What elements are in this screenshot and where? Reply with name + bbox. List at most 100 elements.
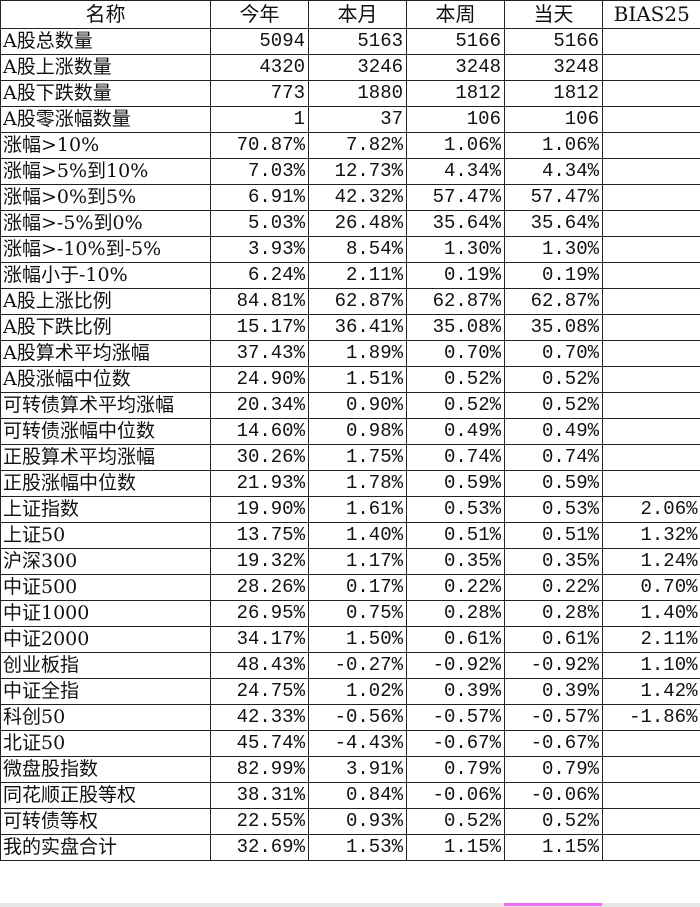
cell-this-year[interactable]: 19.32%: [210, 548, 309, 575]
cell-bias25[interactable]: [602, 236, 700, 263]
cell-name[interactable]: 上证50: [0, 522, 211, 549]
cell-this-month[interactable]: -0.56%: [308, 704, 407, 731]
cell-this-year[interactable]: 6.24%: [210, 262, 309, 289]
cell-this-year[interactable]: 6.91%: [210, 184, 309, 211]
cell-today[interactable]: 0.59%: [504, 470, 603, 497]
cell-name[interactable]: A股上涨数量: [0, 54, 211, 81]
cell-today[interactable]: 1.30%: [504, 236, 603, 263]
cell-today[interactable]: 62.87%: [504, 288, 603, 315]
cell-bias25[interactable]: [602, 366, 700, 393]
cell-this-year[interactable]: 34.17%: [210, 626, 309, 653]
cell-bias25[interactable]: [602, 756, 700, 783]
cell-bias25[interactable]: [602, 314, 700, 341]
cell-this-week[interactable]: 106: [406, 106, 505, 133]
cell-bias25[interactable]: [602, 782, 700, 809]
cell-name[interactable]: 沪深300: [0, 548, 211, 575]
cell-this-month[interactable]: 1.50%: [308, 626, 407, 653]
cell-today[interactable]: 0.52%: [504, 366, 603, 393]
cell-today[interactable]: 0.52%: [504, 392, 603, 419]
cell-bias25[interactable]: [602, 28, 700, 55]
cell-bias25[interactable]: 2.06%: [602, 496, 700, 523]
cell-name[interactable]: 微盘股指数: [0, 756, 211, 783]
cell-bias25[interactable]: [602, 132, 700, 159]
cell-this-year[interactable]: 14.60%: [210, 418, 309, 445]
header-today[interactable]: 当天: [504, 0, 603, 29]
cell-bias25[interactable]: [602, 834, 700, 861]
cell-name[interactable]: 涨幅>0%到5%: [0, 184, 211, 211]
cell-this-year[interactable]: 84.81%: [210, 288, 309, 315]
cell-name[interactable]: 正股涨幅中位数: [0, 470, 211, 497]
cell-this-week[interactable]: 3248: [406, 54, 505, 81]
cell-name[interactable]: 正股算术平均涨幅: [0, 444, 211, 471]
cell-this-month[interactable]: 8.54%: [308, 236, 407, 263]
cell-this-month[interactable]: 1.61%: [308, 496, 407, 523]
header-this-week[interactable]: 本周: [406, 0, 505, 29]
cell-today[interactable]: 1812: [504, 80, 603, 107]
cell-this-week[interactable]: 0.74%: [406, 444, 505, 471]
cell-bias25[interactable]: [602, 80, 700, 107]
cell-name[interactable]: 涨幅>5%到10%: [0, 158, 211, 185]
cell-name[interactable]: 可转债算术平均涨幅: [0, 392, 211, 419]
cell-this-week[interactable]: -0.06%: [406, 782, 505, 809]
cell-this-month[interactable]: 36.41%: [308, 314, 407, 341]
cell-this-week[interactable]: 5166: [406, 28, 505, 55]
cell-bias25[interactable]: [602, 418, 700, 445]
cell-this-week[interactable]: 0.53%: [406, 496, 505, 523]
cell-this-year[interactable]: 32.69%: [210, 834, 309, 861]
cell-today[interactable]: 0.53%: [504, 496, 603, 523]
cell-this-week[interactable]: 35.64%: [406, 210, 505, 237]
cell-bias25[interactable]: [602, 210, 700, 237]
cell-this-year[interactable]: 22.55%: [210, 808, 309, 835]
cell-this-week[interactable]: -0.92%: [406, 652, 505, 679]
cell-this-month[interactable]: 26.48%: [308, 210, 407, 237]
cell-this-year[interactable]: 70.87%: [210, 132, 309, 159]
cell-today[interactable]: 57.47%: [504, 184, 603, 211]
cell-bias25[interactable]: 1.40%: [602, 600, 700, 627]
cell-this-month[interactable]: 1.75%: [308, 444, 407, 471]
cell-this-year[interactable]: 773: [210, 80, 309, 107]
header-name[interactable]: 名称: [0, 0, 211, 29]
cell-this-year[interactable]: 13.75%: [210, 522, 309, 549]
cell-bias25[interactable]: 0.70%: [602, 574, 700, 601]
cell-this-week[interactable]: 0.22%: [406, 574, 505, 601]
cell-bias25[interactable]: 1.42%: [602, 678, 700, 705]
cell-this-week[interactable]: 0.19%: [406, 262, 505, 289]
cell-today[interactable]: 0.22%: [504, 574, 603, 601]
cell-this-year[interactable]: 42.33%: [210, 704, 309, 731]
cell-this-month[interactable]: 1.51%: [308, 366, 407, 393]
cell-today[interactable]: 0.28%: [504, 600, 603, 627]
cell-this-month[interactable]: 7.82%: [308, 132, 407, 159]
cell-name[interactable]: 创业板指: [0, 652, 211, 679]
cell-this-month[interactable]: 62.87%: [308, 288, 407, 315]
cell-bias25[interactable]: [602, 730, 700, 757]
cell-bias25[interactable]: 2.11%: [602, 626, 700, 653]
cell-this-month[interactable]: 1.89%: [308, 340, 407, 367]
cell-this-month[interactable]: 42.32%: [308, 184, 407, 211]
cell-this-year[interactable]: 45.74%: [210, 730, 309, 757]
cell-today[interactable]: 0.19%: [504, 262, 603, 289]
cell-today[interactable]: 106: [504, 106, 603, 133]
cell-today[interactable]: 0.39%: [504, 678, 603, 705]
cell-this-month[interactable]: 12.73%: [308, 158, 407, 185]
cell-this-year[interactable]: 20.34%: [210, 392, 309, 419]
cell-name[interactable]: A股涨幅中位数: [0, 366, 211, 393]
cell-today[interactable]: 3248: [504, 54, 603, 81]
cell-this-month[interactable]: 2.11%: [308, 262, 407, 289]
cell-this-month[interactable]: 3.91%: [308, 756, 407, 783]
cell-this-week[interactable]: 0.28%: [406, 600, 505, 627]
cell-name[interactable]: A股总数量: [0, 28, 211, 55]
cell-this-year[interactable]: 37.43%: [210, 340, 309, 367]
cell-this-week[interactable]: 0.49%: [406, 418, 505, 445]
cell-today[interactable]: 0.61%: [504, 626, 603, 653]
cell-this-year[interactable]: 15.17%: [210, 314, 309, 341]
cell-this-week[interactable]: 1.15%: [406, 834, 505, 861]
cell-this-week[interactable]: 0.70%: [406, 340, 505, 367]
cell-bias25[interactable]: [602, 288, 700, 315]
cell-this-month[interactable]: 37: [308, 106, 407, 133]
cell-today[interactable]: -0.67%: [504, 730, 603, 757]
cell-today[interactable]: 1.15%: [504, 834, 603, 861]
cell-this-week[interactable]: 0.79%: [406, 756, 505, 783]
cell-today[interactable]: 0.49%: [504, 418, 603, 445]
cell-this-week[interactable]: 4.34%: [406, 158, 505, 185]
cell-this-year[interactable]: 24.90%: [210, 366, 309, 393]
